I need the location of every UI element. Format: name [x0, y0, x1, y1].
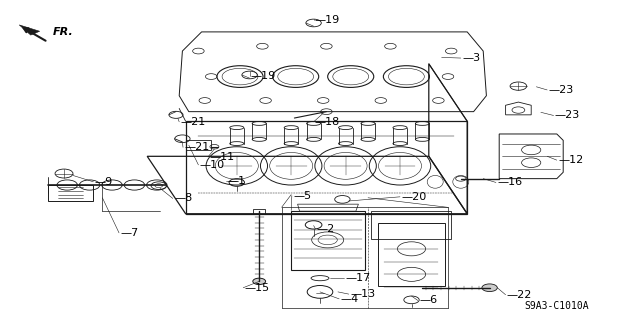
Text: S9A3-C1010A: S9A3-C1010A: [525, 301, 589, 311]
Text: —22: —22: [507, 290, 532, 300]
Text: —1: —1: [227, 176, 245, 186]
Circle shape: [253, 278, 266, 285]
Text: —23: —23: [548, 85, 573, 95]
Text: —13: —13: [350, 289, 375, 299]
Circle shape: [482, 284, 497, 292]
Text: —18: —18: [315, 117, 340, 127]
Text: —7: —7: [120, 228, 139, 238]
Text: —17: —17: [346, 273, 371, 283]
Text: —19: —19: [315, 15, 340, 25]
Text: —15: —15: [244, 283, 269, 293]
Text: —19: —19: [251, 70, 276, 81]
Text: —23: —23: [555, 110, 580, 121]
Text: —11: —11: [209, 152, 234, 162]
Text: —6: —6: [419, 295, 437, 306]
Text: —20: —20: [401, 192, 426, 202]
Text: —10: —10: [200, 160, 225, 170]
Text: —4: —4: [340, 294, 359, 304]
Text: —16: —16: [497, 177, 522, 188]
Text: —21: —21: [184, 142, 209, 152]
Text: —5: —5: [293, 190, 311, 201]
Text: —21: —21: [180, 117, 205, 127]
Text: —8: —8: [174, 193, 193, 204]
Text: —2: —2: [317, 224, 335, 234]
Text: FR.: FR.: [52, 27, 73, 37]
Text: —3: —3: [462, 53, 480, 63]
Text: —12: —12: [558, 155, 583, 165]
Polygon shape: [19, 25, 40, 35]
Text: —9: —9: [95, 177, 113, 187]
